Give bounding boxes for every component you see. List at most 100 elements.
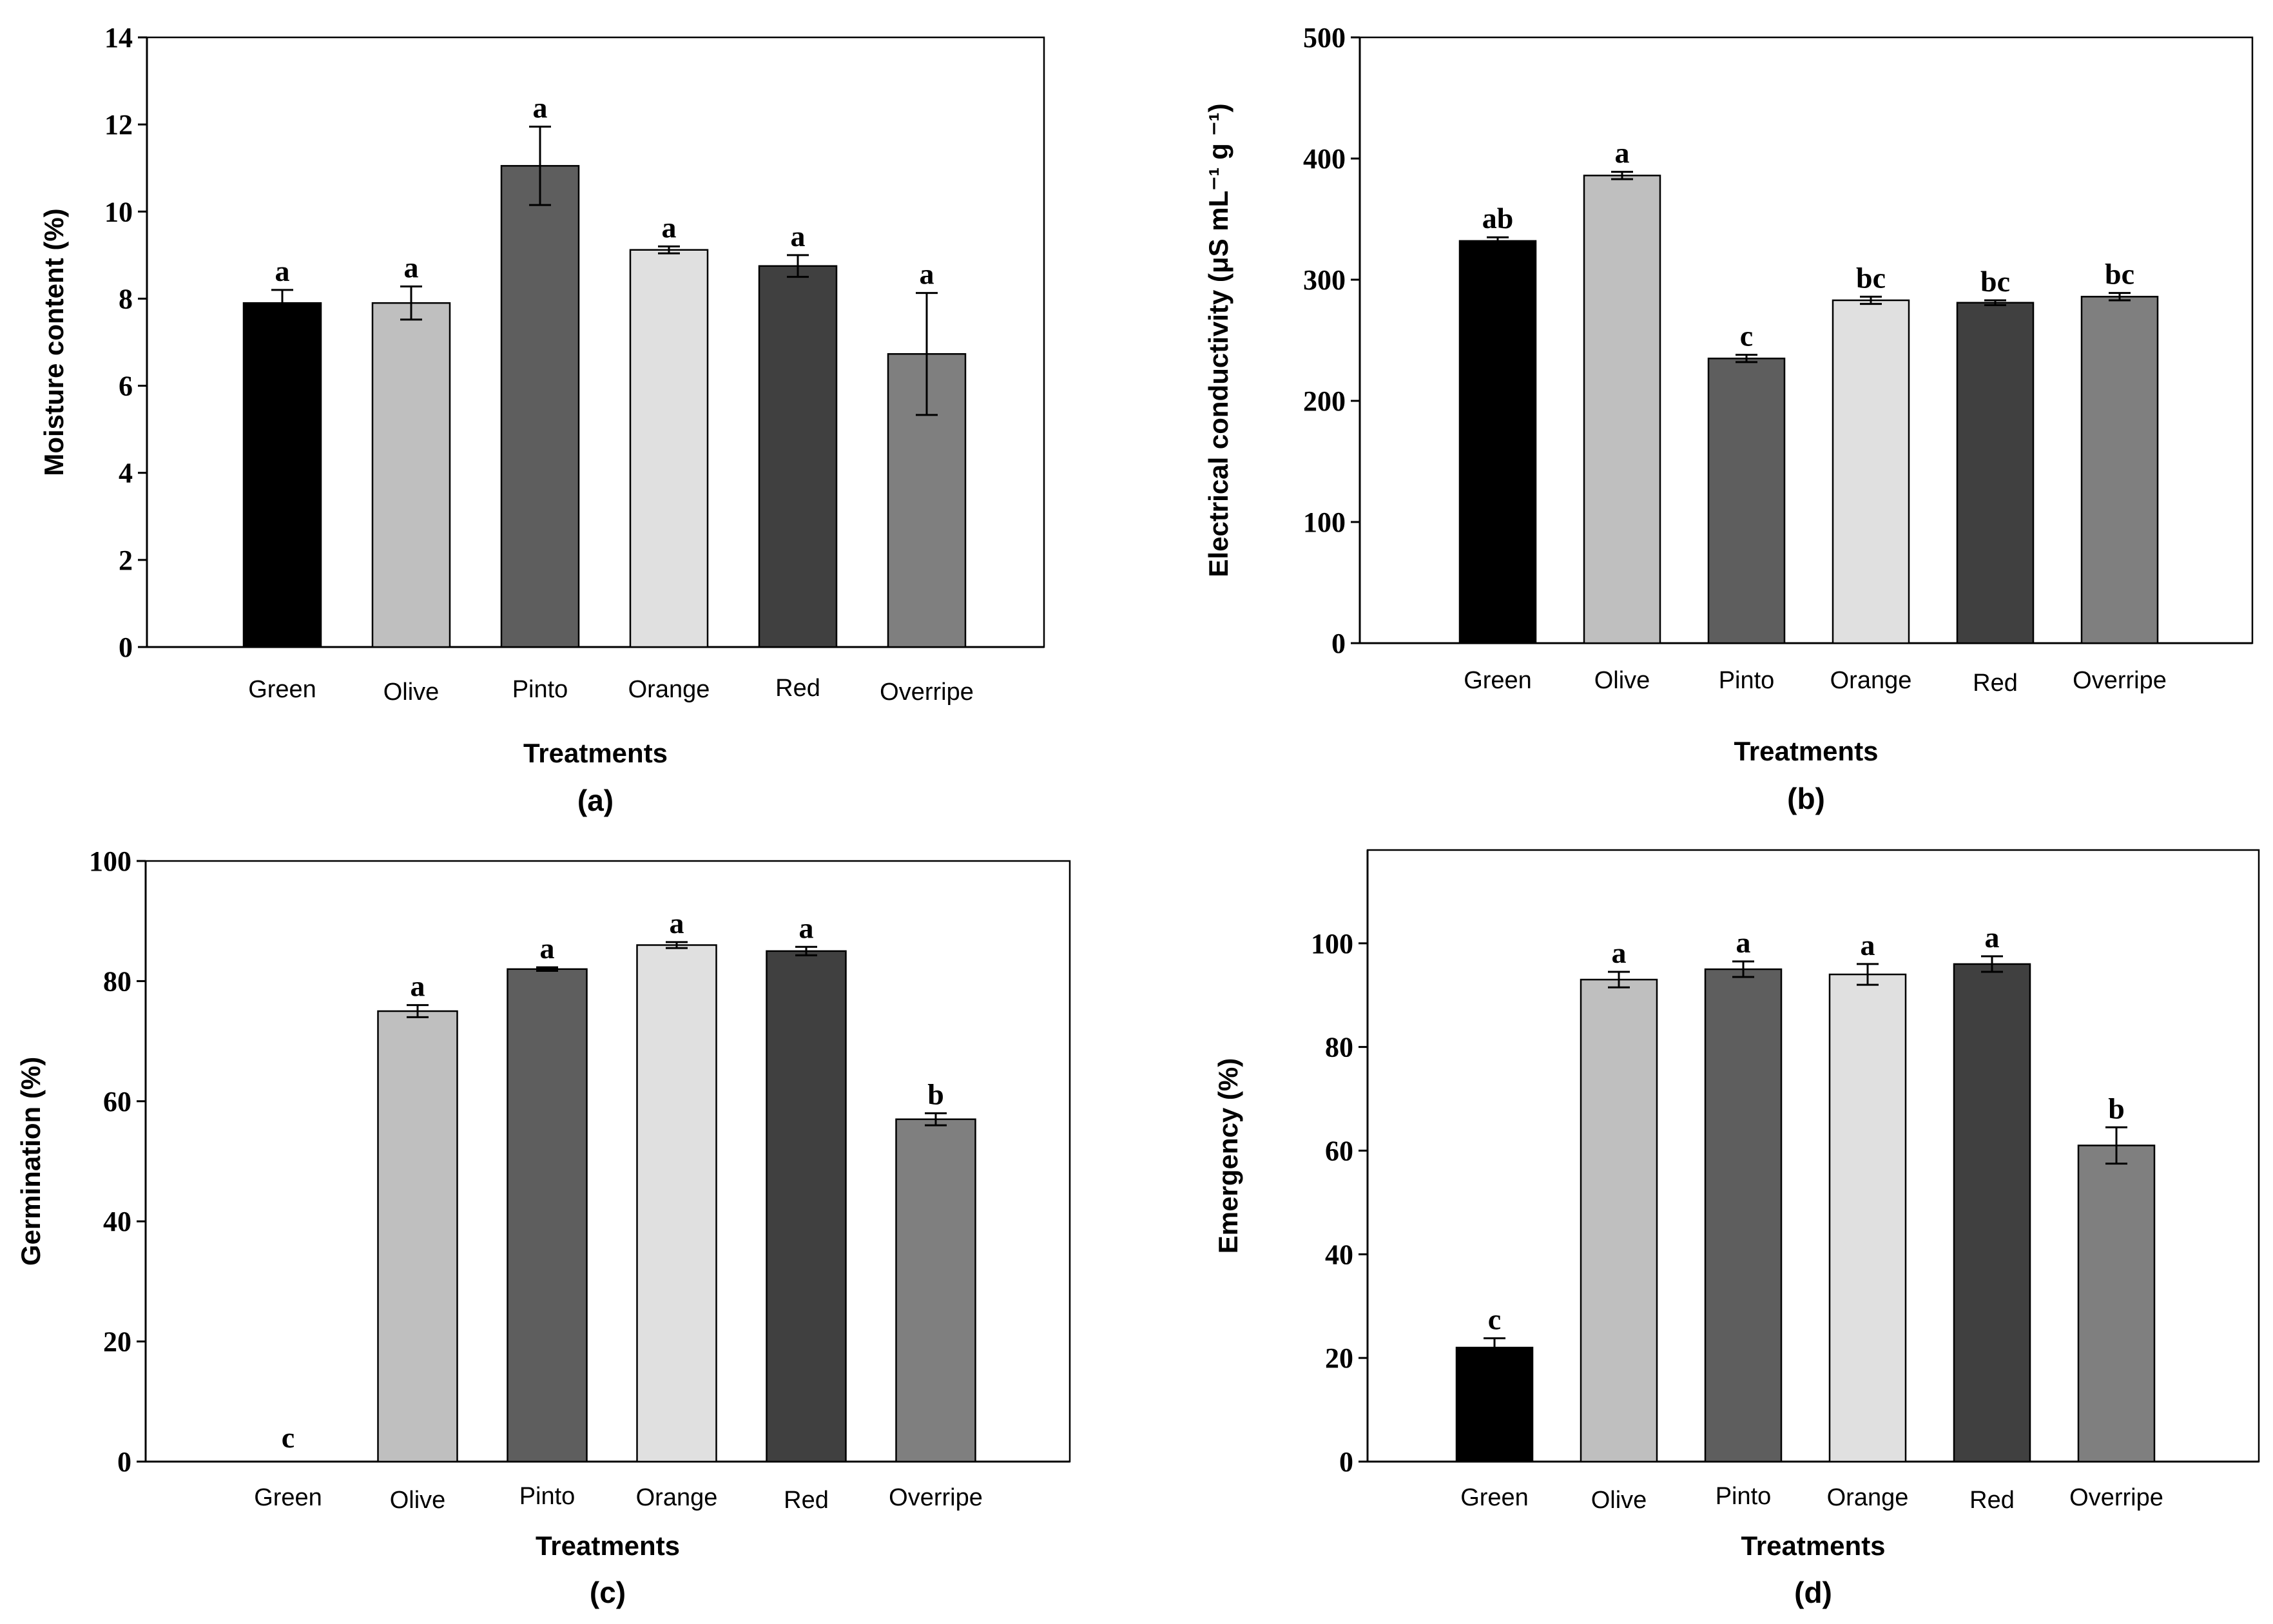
y-axis-title: Germination (%) <box>15 1057 46 1266</box>
panel-label: (d) <box>1794 1576 1832 1609</box>
x-tick-label: Orange <box>1830 667 1912 694</box>
significance-label: a <box>275 255 290 287</box>
bar-red <box>1956 302 2035 644</box>
y-tick-label: 60 <box>1325 1135 1353 1166</box>
y-axis-title: Emergency (%) <box>1213 1058 1243 1253</box>
x-axis-title: Treatments <box>523 738 668 768</box>
significance-label: bc <box>1856 261 1886 294</box>
y-tick-label: 200 <box>1303 385 1346 417</box>
x-tick-label: Overripe <box>889 1484 983 1511</box>
significance-label: bc <box>1980 265 2010 298</box>
x-tick-label: Olive <box>390 1487 446 1514</box>
bar-olive <box>1580 978 1658 1463</box>
significance-label: a <box>533 92 548 124</box>
y-tick-label: 400 <box>1303 143 1346 175</box>
y-axis-title: Moisture content (%) <box>39 208 69 476</box>
significance-label: a <box>662 211 677 244</box>
y-tick-label: 2 <box>119 545 133 576</box>
bar-overripe <box>2080 296 2159 644</box>
y-tick-label: 300 <box>1303 264 1346 296</box>
bar-olive <box>371 302 451 648</box>
significance-label: ab <box>1482 202 1514 235</box>
significance-label: c <box>1488 1303 1501 1336</box>
significance-label: a <box>411 970 425 1003</box>
y-tick-label: 100 <box>1303 507 1346 538</box>
x-tick-label: Orange <box>636 1484 718 1511</box>
y-tick-label: 500 <box>1303 22 1346 53</box>
significance-label: a <box>799 911 814 944</box>
y-tick-label: 80 <box>103 965 131 997</box>
significance-label: bc <box>2105 258 2134 291</box>
y-tick-label: 80 <box>1325 1032 1353 1063</box>
x-tick-label: Olive <box>1591 1487 1647 1514</box>
y-tick-label: 100 <box>89 846 131 877</box>
x-tick-label: Orange <box>1827 1484 1909 1511</box>
y-tick-label: 6 <box>119 371 133 402</box>
x-tick-label: Pinto <box>512 676 568 703</box>
bar-red <box>758 265 838 648</box>
x-axis-title: Treatments <box>536 1531 680 1561</box>
bar-overripe <box>2077 1145 2156 1463</box>
bar-green <box>1458 240 1537 644</box>
bar-pinto <box>1704 968 1783 1463</box>
bar-orange <box>1828 973 1907 1463</box>
y-tick-label: 4 <box>119 458 133 489</box>
y-tick-label: 0 <box>117 1446 131 1478</box>
x-tick-label: Pinto <box>519 1483 576 1510</box>
significance-label: a <box>1985 921 2000 954</box>
bar-green <box>242 302 322 648</box>
x-tick-label: Overripe <box>880 679 974 706</box>
bar-pinto <box>507 968 588 1463</box>
significance-label: a <box>670 907 684 940</box>
significance-label: c <box>282 1421 295 1454</box>
significance-label: a <box>540 932 555 965</box>
significance-label: a <box>1612 936 1627 969</box>
bar-overripe <box>895 1118 976 1463</box>
x-tick-label: Red <box>1969 1487 2015 1514</box>
y-tick-label: 40 <box>103 1206 131 1237</box>
y-tick-label: 40 <box>1325 1239 1353 1270</box>
significance-label: a <box>404 251 419 284</box>
significance-label: b <box>2108 1092 2125 1125</box>
y-tick-label: 0 <box>1339 1446 1353 1478</box>
x-tick-label: Green <box>1460 1484 1529 1511</box>
bar-pinto <box>500 165 580 648</box>
chart-panel-d: 0 20 40 60 80 100 c Green a Olive a Pinto a Orange a Re… <box>1213 849 2260 1609</box>
panel-label: (b) <box>1787 782 1825 815</box>
x-tick-label: Green <box>254 1484 322 1511</box>
x-tick-label: Red <box>775 675 820 702</box>
chart-panel-a: 0 2 4 6 8 10 12 14 a Green a Olive a Pinto a Orange a Red… <box>39 22 1045 817</box>
x-tick-label: Green <box>248 676 316 703</box>
panel-label: (c) <box>590 1576 626 1609</box>
x-tick-label: Green <box>1464 667 1532 694</box>
panel-label: (a) <box>577 784 614 817</box>
significance-label: b <box>927 1078 944 1110</box>
bar-red <box>1953 963 2031 1463</box>
y-tick-label: 60 <box>103 1086 131 1117</box>
x-tick-label: Olive <box>383 679 440 706</box>
bar-red <box>766 950 847 1463</box>
bar-orange <box>629 249 709 648</box>
bar-orange <box>1832 299 1910 644</box>
x-tick-label: Pinto <box>1719 667 1775 694</box>
bar-olive <box>377 1010 458 1463</box>
x-tick-label: Olive <box>1594 667 1650 694</box>
x-tick-label: Pinto <box>1716 1483 1772 1510</box>
y-tick-label: 12 <box>104 109 133 140</box>
y-tick-label: 0 <box>1331 628 1346 659</box>
chart-panel-b: 0 100 200 300 400 500 ab Green a Olive c Pinto bc Ora… <box>1203 22 2254 815</box>
x-tick-label: Orange <box>628 676 710 703</box>
bar-pinto <box>1707 357 1786 644</box>
x-tick-label: Overripe <box>2073 667 2167 694</box>
x-tick-label: Red <box>1973 670 2018 697</box>
significance-label: c <box>1740 320 1753 353</box>
bar-orange <box>636 944 717 1463</box>
y-tick-label: 14 <box>104 22 133 53</box>
significance-label: a <box>791 220 806 253</box>
x-tick-label: Overripe <box>2069 1484 2163 1511</box>
y-tick-label: 0 <box>119 632 133 663</box>
significance-label: a <box>1736 926 1751 959</box>
bar-olive <box>1583 175 1661 644</box>
y-tick-label: 8 <box>119 283 133 314</box>
